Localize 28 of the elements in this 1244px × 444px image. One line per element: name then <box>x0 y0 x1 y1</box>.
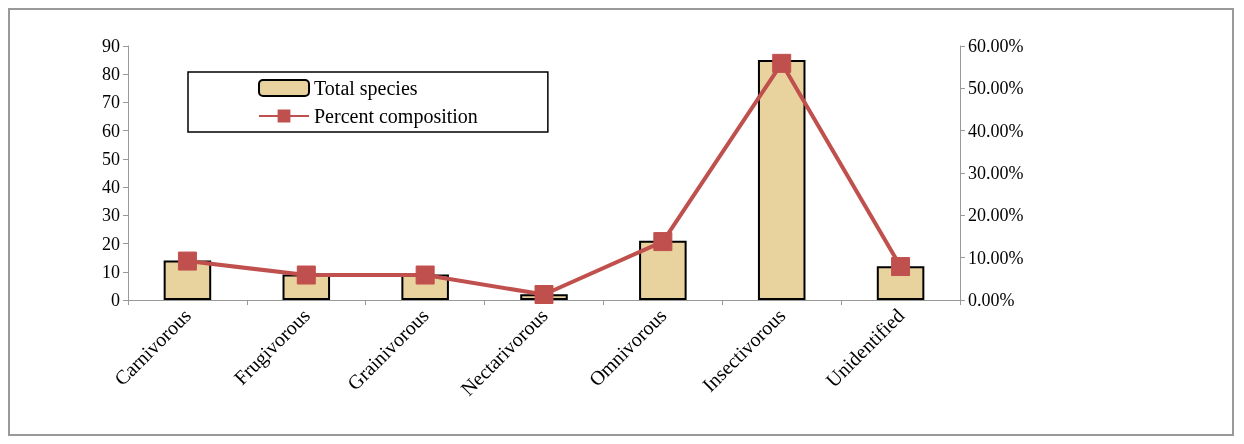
point <box>177 251 197 271</box>
legend-label: Percent composition <box>314 105 478 128</box>
y-tick-label: 10 <box>102 261 120 282</box>
y2-tick-label: 50.00% <box>968 78 1024 99</box>
y-tick-label: 60 <box>102 120 120 141</box>
y2-tick-label: 0.00% <box>968 290 1015 310</box>
bar <box>757 60 806 300</box>
point <box>415 265 435 285</box>
y-tick-label: 0 <box>111 290 120 310</box>
y-tick-label: 80 <box>102 64 120 85</box>
y2-tick-label: 40.00% <box>968 120 1024 141</box>
point <box>534 285 554 304</box>
y2-tick-label: 20.00% <box>968 205 1024 226</box>
point <box>891 257 911 277</box>
bar <box>639 240 687 300</box>
point <box>653 232 673 252</box>
y-tick-label: 90 <box>102 36 120 56</box>
point <box>772 53 792 73</box>
y-tick-label: 70 <box>102 92 120 113</box>
y2-tick-label: 10.00% <box>968 247 1024 268</box>
y-tick-label: 20 <box>102 233 120 254</box>
point <box>296 265 316 285</box>
y2-tick-label: 30.00% <box>968 163 1024 183</box>
legend-label: Total species <box>314 77 418 100</box>
y-tick-label: 40 <box>102 177 120 198</box>
y-tick-label: 50 <box>102 148 120 169</box>
y-tick-label: 30 <box>102 205 120 226</box>
y2-tick-label: 60.00% <box>968 36 1024 56</box>
